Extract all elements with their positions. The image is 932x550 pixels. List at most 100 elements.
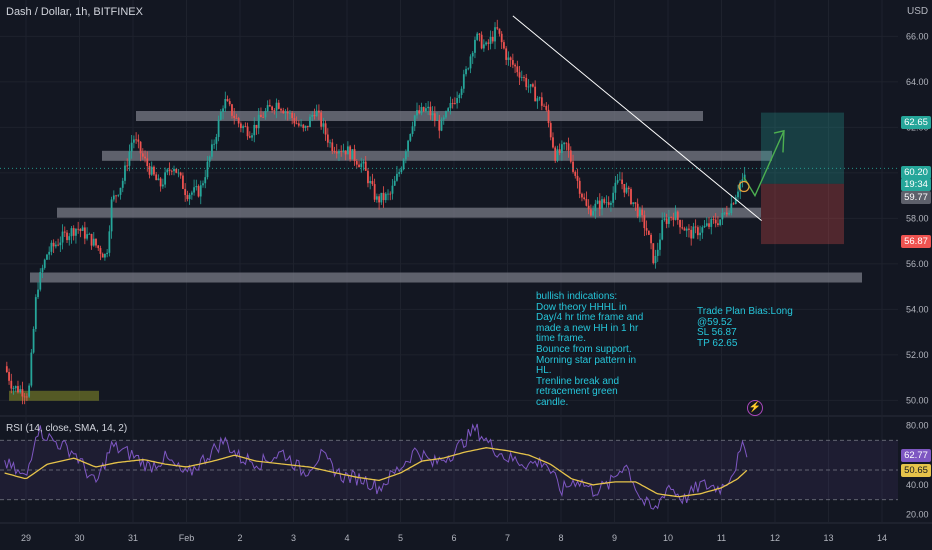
candle-body [596,200,599,204]
candle-body [338,151,340,154]
candle-body [39,271,42,290]
candle-body [358,164,360,168]
candle-body [404,151,407,160]
candle-body [409,134,412,141]
candle-body [728,213,730,215]
candle-body [346,146,349,155]
time-tick-label: 29 [21,533,31,543]
candle-body [202,183,204,186]
candle-body [342,150,345,152]
candle-body [540,97,543,106]
time-tick-label: 7 [505,533,510,543]
candle-body [235,117,238,119]
rsi-value-tag: 62.77 [901,449,931,462]
candle-body [509,57,512,61]
candle-body [34,297,37,329]
candle-body [215,137,218,144]
candle-body [367,170,369,184]
candle-body [627,187,630,190]
rsi-sma-line [4,447,748,498]
candle-body [491,36,494,42]
candle-body [297,123,300,126]
candle-body [683,228,686,231]
candle-body [280,108,282,111]
candle-body [248,136,251,138]
candle-body [505,48,508,60]
time-tick-label: 31 [128,533,138,543]
countdown-tag: 19:34 [901,178,931,191]
candle-body [41,267,44,272]
candle-body [208,156,211,162]
candle-body [503,42,505,49]
candle-body [99,248,102,254]
candle-body [650,234,652,244]
candle-body [66,232,68,241]
candle-body [43,259,46,268]
candle-body [48,251,51,255]
candle-body [135,139,138,141]
candle-body [436,119,438,121]
price-tick-label: 56.00 [906,259,929,269]
candle-body [179,172,182,176]
candle-body [538,97,541,99]
candle-body [565,142,568,144]
candle-body [155,174,158,181]
candle-body [610,202,612,205]
price-tick-label: 58.00 [906,213,929,223]
candle-body [532,84,534,87]
candle-body [222,108,224,112]
candle-body [177,172,180,174]
candle-body [739,181,742,192]
candle-body [572,161,574,172]
candle-body [353,149,356,162]
candle-body [396,173,398,181]
price-tick-label: 64.00 [906,77,929,87]
time-tick-label: 6 [451,533,456,543]
candle-body [554,147,557,161]
candle-body [694,226,697,228]
candle-body [268,105,271,107]
candle-body [260,114,262,118]
candle-body [264,110,267,118]
candle-body [545,106,548,110]
candle-body [46,254,48,260]
candle-body [52,242,55,247]
lightning-icon[interactable]: ⚡ [747,400,763,416]
candle-body [471,52,474,57]
candle-body [529,84,532,87]
candle-body [304,125,307,129]
candle-body [364,161,367,171]
candle-body [518,72,521,78]
candle-body [511,60,514,65]
candle-body [150,166,153,175]
candle-body [442,117,445,120]
candle-body [302,124,305,129]
candle-body [309,116,311,128]
candle-body [121,180,124,188]
candle-body [226,98,229,102]
candle-body [552,137,554,148]
candle-body [427,106,430,109]
candle-body [438,119,441,131]
candle-body [293,118,296,124]
rsi-sma-value-tag: 50.65 [901,464,931,477]
candle-body [462,74,465,89]
candle-body [732,203,735,205]
time-tick-label: 3 [291,533,296,543]
candle-body [494,27,496,42]
time-tick-label: 8 [558,533,563,543]
candle-body [8,372,10,381]
candle-body [115,195,117,197]
candle-body [433,113,436,121]
candle-body [730,203,733,214]
candle-body [63,231,66,233]
candle-body [413,115,416,127]
candle-body [485,42,487,45]
candle-body [400,169,403,173]
candle-body [560,144,563,153]
candle-body [380,192,383,203]
candle-body [667,217,670,224]
candle-body [231,104,233,116]
candle-body [674,211,677,220]
